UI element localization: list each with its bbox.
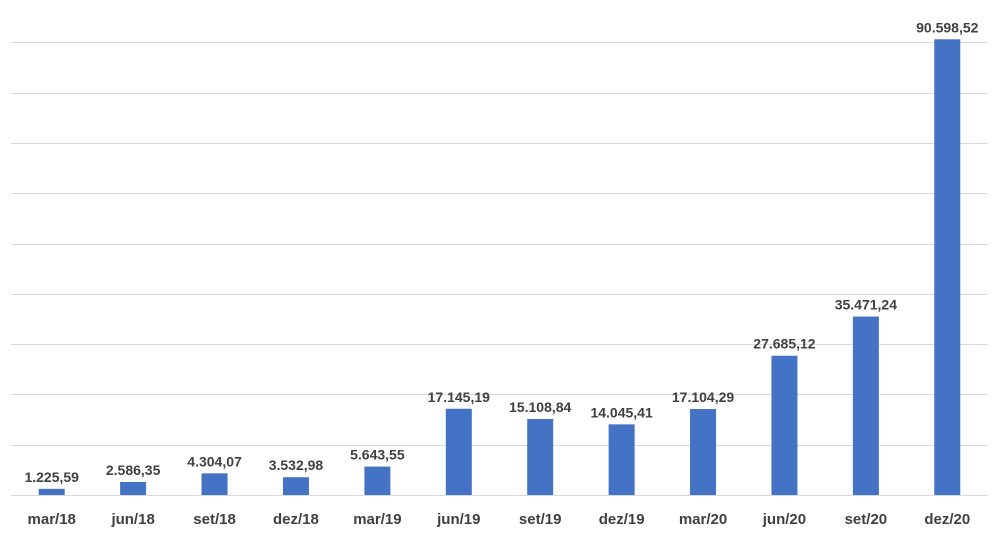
x-tick-label-dez-18: dez/18 — [273, 511, 319, 528]
data-label-mar-20: 17.104,29 — [672, 389, 734, 405]
x-tick-label-dez-19: dez/19 — [599, 511, 645, 528]
bar-dez-18 — [282, 477, 309, 495]
data-label-set-18: 4.304,07 — [187, 453, 242, 469]
x-tick-label-mar-19: mar/19 — [353, 511, 401, 528]
data-label-dez-20: 90.598,52 — [916, 19, 978, 35]
bar-mar-19 — [364, 466, 391, 495]
bar-jun-18 — [120, 481, 147, 495]
bar-dez-20 — [934, 39, 961, 496]
x-tick-label-jun-20: jun/20 — [762, 511, 806, 528]
bar-jun-19 — [445, 408, 472, 495]
gridlines — [11, 42, 988, 496]
data-label-set-19: 15.108,84 — [509, 399, 571, 415]
bars — [38, 39, 961, 496]
bar-jun-20 — [771, 355, 798, 495]
x-tick-label-jun-19: jun/19 — [436, 511, 480, 528]
x-tick-label-set-19: set/19 — [519, 511, 562, 528]
bar-set-18 — [201, 473, 228, 495]
x-tick-label-mar-18: mar/18 — [28, 511, 76, 528]
x-tick-label-jun-18: jun/18 — [110, 511, 154, 528]
data-label-jun-20: 27.685,12 — [753, 336, 815, 352]
bar-mar-20 — [690, 408, 717, 495]
x-tick-label-mar-20: mar/20 — [679, 511, 727, 528]
bar-mar-18 — [38, 488, 65, 495]
x-tick-label-dez-20: dez/20 — [924, 511, 970, 528]
data-label-mar-18: 1.225,59 — [24, 469, 79, 485]
data-label-set-20: 35.471,24 — [835, 297, 897, 313]
data-label-mar-19: 5.643,55 — [350, 447, 405, 463]
data-label-jun-19: 17.145,19 — [428, 389, 490, 405]
bar-dez-19 — [608, 424, 635, 495]
data-labels: 1.225,59 2.586,35 4.304,07 3.532,98 5.643,55… — [24, 19, 978, 485]
x-axis-tick-labels: mar/18 jun/18 set/18 dez/18 mar/19 jun/19 set/… — [28, 511, 971, 528]
x-tick-label-set-20: set/20 — [845, 511, 888, 528]
bar-set-19 — [527, 419, 554, 495]
x-tick-label-set-18: set/18 — [193, 511, 236, 528]
data-label-dez-19: 14.045,41 — [590, 404, 652, 420]
bar-set-20 — [852, 316, 879, 495]
data-label-jun-18: 2.586,35 — [106, 462, 161, 478]
data-label-dez-18: 3.532,98 — [269, 457, 324, 473]
